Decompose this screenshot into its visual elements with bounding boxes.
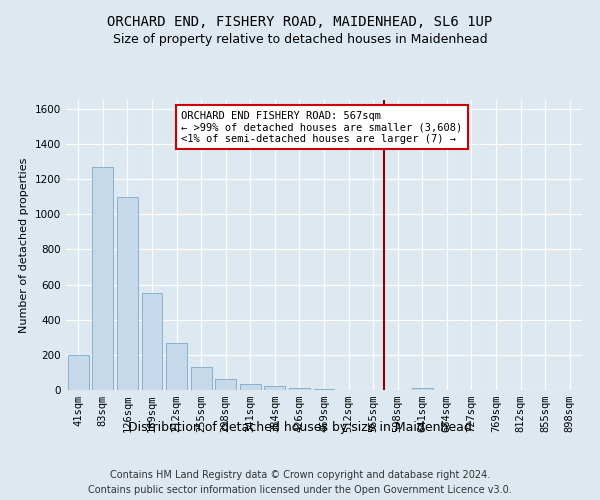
Text: Distribution of detached houses by size in Maidenhead: Distribution of detached houses by size … <box>128 421 472 434</box>
Bar <box>289 388 310 390</box>
Bar <box>240 384 261 390</box>
Bar <box>412 388 433 390</box>
Y-axis label: Number of detached properties: Number of detached properties <box>19 158 29 332</box>
Text: Contains HM Land Registry data © Crown copyright and database right 2024.
Contai: Contains HM Land Registry data © Crown c… <box>88 470 512 495</box>
Bar <box>314 389 334 390</box>
Text: ORCHARD END FISHERY ROAD: 567sqm
← >99% of detached houses are smaller (3,608)
<: ORCHARD END FISHERY ROAD: 567sqm ← >99% … <box>181 110 463 144</box>
Bar <box>142 294 163 390</box>
Bar <box>117 196 138 390</box>
Bar <box>191 367 212 390</box>
Bar <box>166 342 187 390</box>
Text: ORCHARD END, FISHERY ROAD, MAIDENHEAD, SL6 1UP: ORCHARD END, FISHERY ROAD, MAIDENHEAD, S… <box>107 15 493 29</box>
Bar <box>92 167 113 390</box>
Bar <box>215 380 236 390</box>
Text: Size of property relative to detached houses in Maidenhead: Size of property relative to detached ho… <box>113 32 487 46</box>
Bar <box>265 386 286 390</box>
Bar <box>68 355 89 390</box>
